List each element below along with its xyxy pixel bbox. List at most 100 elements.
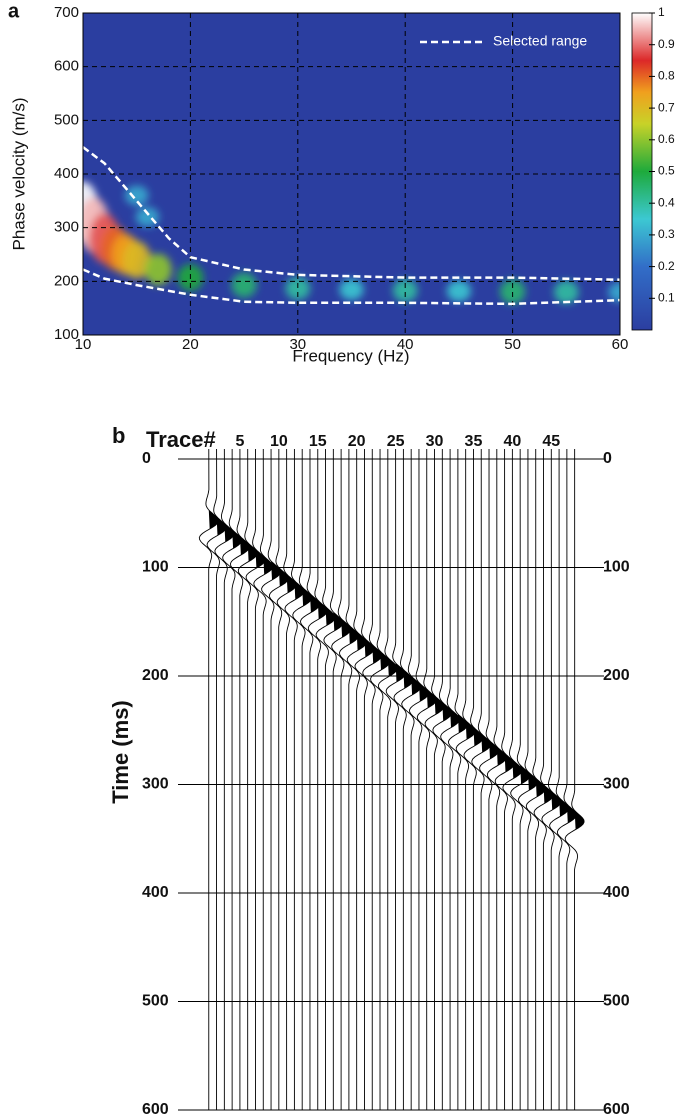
colorbar-tick-label: 0.8 bbox=[658, 69, 675, 83]
energy-peak bbox=[144, 253, 172, 286]
arrival-lobe bbox=[278, 567, 289, 587]
trace-line bbox=[494, 448, 515, 1111]
legend-label: Selected range bbox=[493, 33, 587, 49]
y-tick-label: 600 bbox=[603, 1101, 630, 1114]
arrival-lobe bbox=[317, 600, 328, 620]
trace-line bbox=[253, 448, 274, 1111]
arrival-lobe bbox=[543, 784, 553, 804]
trace-line bbox=[409, 448, 429, 1111]
arrival-lobe bbox=[302, 587, 312, 606]
trace-line bbox=[198, 448, 219, 1111]
x-tick-label: 40 bbox=[503, 433, 521, 450]
colorbar-tick-label: 0.3 bbox=[658, 227, 675, 241]
x-tick-label: 50 bbox=[504, 336, 521, 353]
y-tick-label: 200 bbox=[142, 667, 169, 684]
panel-label: a bbox=[8, 0, 20, 22]
trace-line bbox=[214, 448, 235, 1111]
arrival-lobe bbox=[239, 536, 250, 555]
arrival-lobe bbox=[372, 644, 382, 664]
trace-line bbox=[471, 448, 492, 1111]
arrival-lobe bbox=[489, 740, 499, 759]
y-axis-label: Phase velocity (m/s) bbox=[9, 97, 28, 250]
arrival-lobe bbox=[208, 509, 219, 529]
x-tick-label: 15 bbox=[309, 433, 327, 450]
arrival-lobe bbox=[566, 804, 577, 823]
colorbar-tick-label: 0.4 bbox=[658, 195, 675, 209]
arrival-lobe bbox=[247, 542, 258, 562]
y-tick-label: 400 bbox=[54, 165, 79, 182]
trace-line bbox=[416, 448, 437, 1111]
arrival-lobe bbox=[457, 713, 468, 733]
energy-peak bbox=[499, 279, 526, 304]
trace-line bbox=[424, 448, 445, 1111]
arrival-lobe bbox=[255, 549, 265, 569]
y-tick-label: 500 bbox=[54, 111, 79, 128]
trace-line bbox=[370, 448, 390, 1111]
trace-line bbox=[479, 448, 499, 1111]
y-tick-label: 100 bbox=[603, 559, 630, 576]
energy-peak bbox=[124, 185, 149, 206]
arrival-lobe bbox=[481, 733, 491, 753]
trace-line bbox=[307, 448, 328, 1111]
arrival-lobe bbox=[574, 810, 585, 830]
arrival-lobe bbox=[309, 593, 320, 613]
selected-range-curve bbox=[83, 268, 620, 306]
arrival-lobe bbox=[434, 695, 444, 715]
x-tick-label: 20 bbox=[348, 433, 366, 450]
trace-line bbox=[447, 448, 468, 1111]
arrival-lobe bbox=[348, 625, 359, 644]
energy-peak bbox=[135, 206, 160, 227]
energy-peak bbox=[392, 278, 418, 302]
trace-line bbox=[237, 448, 258, 1111]
arrival-lobe bbox=[216, 516, 227, 536]
energy-peak bbox=[339, 278, 364, 301]
arrival-lobe bbox=[286, 574, 297, 593]
x-tick-label: 5 bbox=[235, 433, 244, 450]
arrival-lobe bbox=[527, 771, 538, 791]
arrival-lobe bbox=[465, 720, 476, 740]
arrival-lobe bbox=[442, 702, 452, 721]
y-tick-label: 0 bbox=[603, 450, 612, 467]
energy-peak bbox=[553, 280, 579, 304]
colorbar-tick-label: 0.9 bbox=[658, 37, 675, 51]
y-tick-label: 600 bbox=[142, 1101, 169, 1114]
arrival-lobe bbox=[450, 708, 460, 728]
trace-line bbox=[393, 448, 414, 1111]
x-tick-label: 35 bbox=[465, 433, 483, 450]
arrival-lobe bbox=[520, 764, 530, 784]
x-tick-label: 10 bbox=[270, 433, 288, 450]
trace-line bbox=[346, 448, 367, 1111]
x-tick-label: 20 bbox=[182, 336, 199, 353]
trace-line bbox=[486, 448, 507, 1111]
x-tick-label: 10 bbox=[75, 336, 92, 353]
trace-line bbox=[276, 448, 297, 1111]
y-tick-label: 200 bbox=[54, 272, 79, 289]
trace-line bbox=[510, 448, 531, 1111]
arrival-lobe bbox=[341, 618, 351, 638]
arrival-lobe bbox=[473, 726, 483, 746]
energy-blur bbox=[83, 181, 620, 304]
trace-line bbox=[518, 448, 538, 1111]
arrival-lobe bbox=[325, 606, 335, 626]
x-axis-label: Trace# bbox=[146, 427, 216, 452]
y-tick-label: 300 bbox=[603, 776, 630, 793]
trace-line bbox=[533, 448, 554, 1111]
colorbar-tick-label: 0.6 bbox=[658, 132, 675, 146]
trace-line bbox=[455, 448, 476, 1111]
trace-line bbox=[230, 448, 250, 1111]
y-axis-label: Time (ms) bbox=[108, 700, 133, 804]
trace-line bbox=[440, 448, 460, 1111]
trace-line bbox=[284, 448, 305, 1111]
plot-frame bbox=[82, 12, 621, 336]
colorbar-tick-label: 0.7 bbox=[658, 100, 675, 114]
y-tick-label: 100 bbox=[54, 326, 79, 343]
arrival-lobe bbox=[551, 791, 561, 810]
trace-line bbox=[354, 448, 375, 1111]
arrival-lobe bbox=[232, 529, 242, 549]
arrival-lobe bbox=[387, 657, 398, 677]
arrival-lobe bbox=[380, 651, 390, 670]
colorbar-tick-label: 0.5 bbox=[658, 164, 675, 178]
y-tick-label: 100 bbox=[142, 559, 169, 576]
trace-line bbox=[292, 448, 313, 1111]
arrival-lobe bbox=[504, 753, 515, 772]
